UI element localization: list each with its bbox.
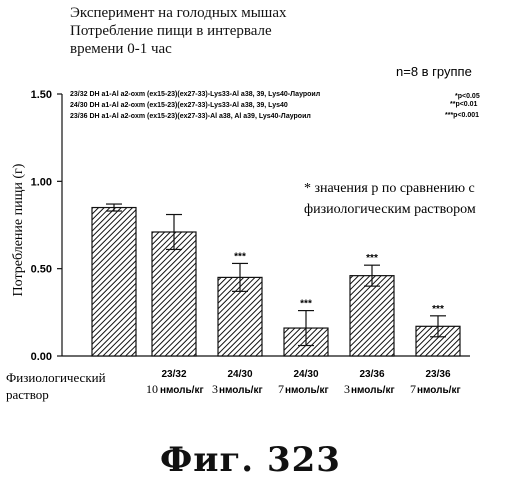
x-label-name: 24/30 [293,369,318,380]
x-label-line2: раствор [6,387,49,402]
x-label-name: 23/32 [161,369,186,380]
bar [152,232,196,356]
group-size-label: n=8 в группе [396,64,472,79]
significance-marker: *** [366,253,378,264]
legend-row-2: 24/30 DH a1-Al a2-oxm (ex15-23)(ex27-33)… [70,102,288,109]
x-label-dose: 7 [410,382,416,396]
significance-marker: *** [300,299,312,310]
x-label-unit: нмоль/кг [285,385,329,396]
bar [350,276,394,356]
x-label-dose: 3 [344,382,350,396]
bar [92,208,136,356]
legend-row-3: 23/36 DH a1-Al a2-oxm (ex15-23)(ex27-33)… [70,113,311,120]
significance-marker: *** [234,251,246,262]
legend-row-1: 23/32 DH a1-Al a2-oxm (ex15-23)(ex27-33)… [70,91,320,98]
x-label-name: 23/36 [425,369,450,380]
y-tick-label: 0.00 [31,351,52,363]
figure-caption: Фиг. 323 [160,440,341,480]
x-label-dose: 3 [212,382,218,396]
note-line-2: физиологическим раствором [304,202,476,217]
note-line-1: * значения p по сравнению с [304,181,475,196]
x-label-unit: нмоль/кг [417,385,461,396]
legend-sig-3: ***p<0.001 [445,112,479,119]
x-label-dose: 7 [278,382,284,396]
legend-sig-1: *p<0.05 [455,93,480,100]
legend-sig-2: **p<0.01 [450,101,478,108]
y-tick-label: 1.50 [31,89,52,101]
x-label-unit: нмоль/кг [160,385,204,396]
y-tick-label: 0.50 [31,264,52,276]
significance-marker: *** [432,304,444,315]
x-label-dose: 10 [146,382,158,396]
x-label-name: 23/36 [359,369,384,380]
y-axis-label: Потребление пищи (г) [11,163,26,296]
x-label-name: 24/30 [227,369,252,380]
x-label-unit: нмоль/кг [219,385,263,396]
x-label-line1: Физиологический [6,370,106,385]
y-tick-label: 1.00 [31,176,52,188]
x-label-unit: нмоль/кг [351,385,395,396]
